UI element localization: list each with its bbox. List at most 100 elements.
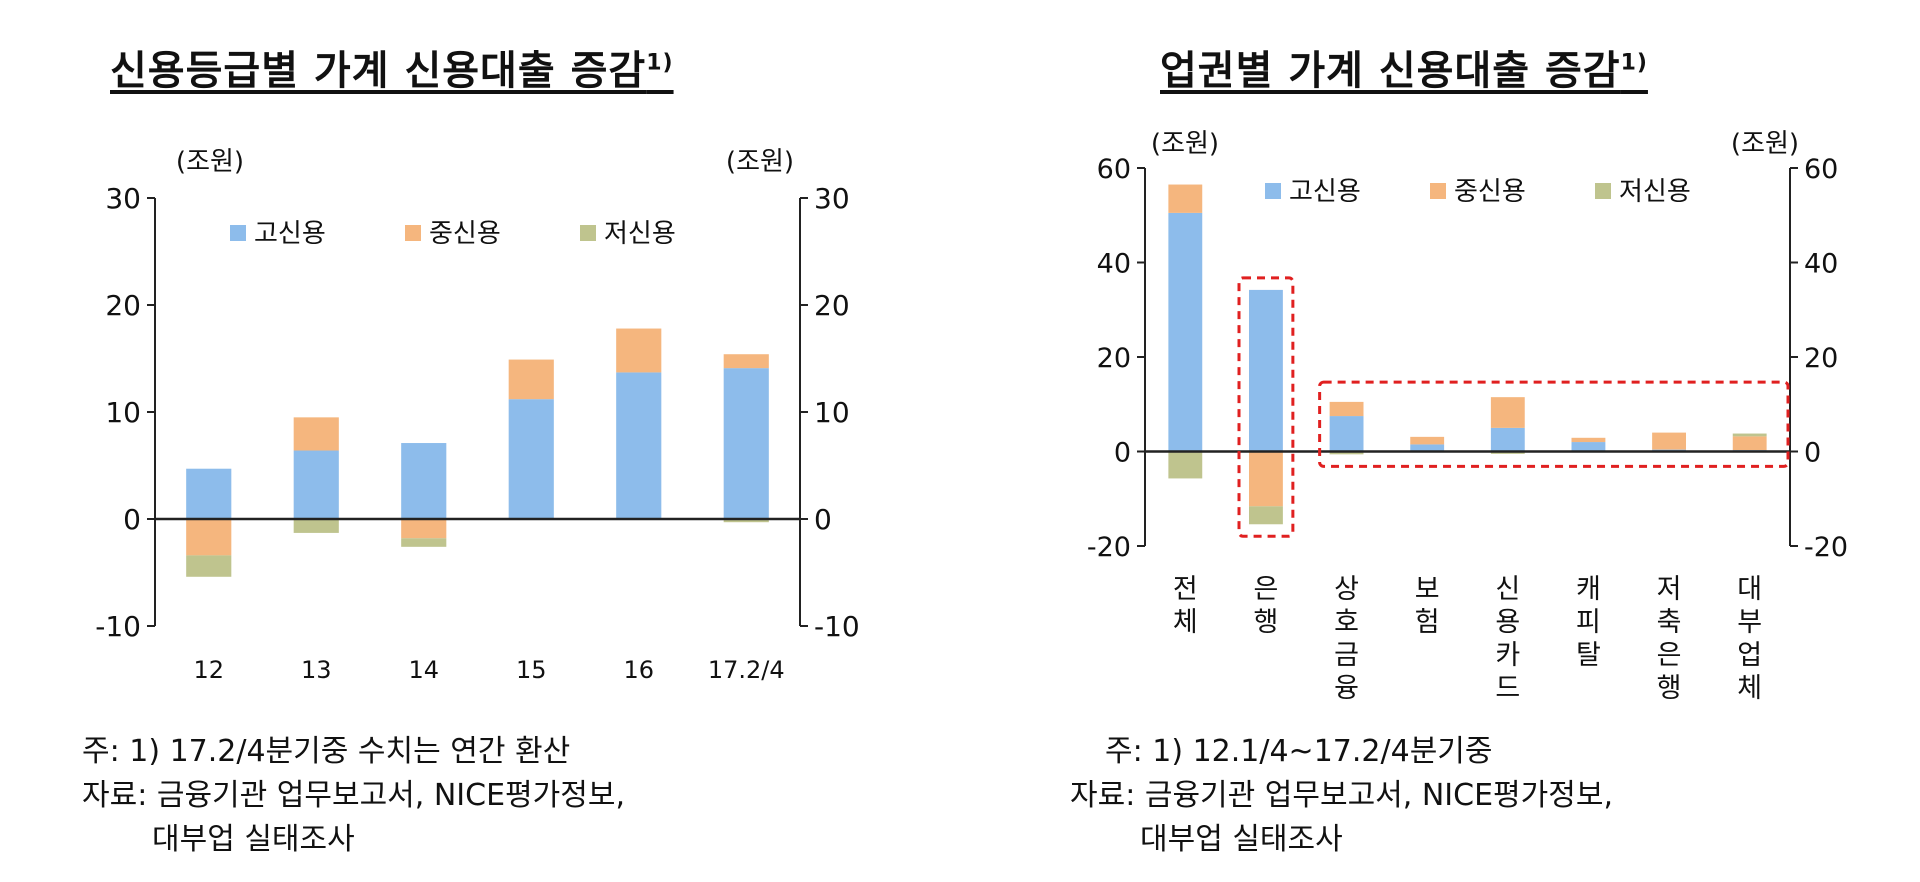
legend-swatch — [580, 225, 596, 241]
x-tick-label: 신 — [1495, 574, 1520, 605]
bar-segment — [508, 399, 554, 519]
x-tick-label: 피 — [1576, 607, 1601, 638]
x-tick-label: 보 — [1415, 574, 1440, 605]
legend-swatch — [1265, 183, 1281, 199]
y-unit-right: (조원) — [726, 147, 794, 177]
y-tick-label-right: 30 — [814, 182, 850, 215]
x-tick-label: 12 — [193, 656, 224, 684]
bar-segment — [401, 443, 447, 519]
credit-grade-chart-panel: 신용등급별 가계 신용대출 증감1) -10 -10 0 0 10 10 20 20 30 30 (… — [82, 48, 860, 857]
legend-swatch — [230, 225, 246, 241]
y-unit-left: (조원) — [176, 147, 244, 177]
x-tick-label: 전 — [1173, 574, 1198, 605]
y-tick-label-left: -10 — [95, 610, 141, 643]
bar-segment — [186, 519, 232, 556]
bar-segment — [1249, 506, 1283, 525]
legend-label: 고신용 — [1289, 177, 1361, 207]
x-tick-label: 17.2/4 — [708, 656, 785, 684]
bar-segment — [616, 372, 662, 519]
x-tick-label: 용 — [1495, 607, 1520, 638]
y-tick-label-right: 0 — [1804, 438, 1821, 469]
x-tick-label: 드 — [1495, 673, 1520, 704]
chart-title: 업권별 가계 신용대출 증감1) — [1160, 48, 1648, 94]
y-tick-label-right: 10 — [814, 396, 850, 429]
bar-segment — [401, 538, 447, 547]
source-continued: 대부업 실태조사 — [152, 822, 355, 857]
x-tick-label: 험 — [1415, 607, 1440, 638]
bar-segment — [1410, 444, 1445, 452]
x-tick-label: 카 — [1495, 640, 1520, 671]
legend-label: 저신용 — [604, 219, 676, 249]
y-tick-label-right: 20 — [1804, 343, 1838, 374]
y-tick-label-right: -10 — [814, 610, 860, 643]
bar-segment — [1410, 436, 1445, 445]
legend-label: 저신용 — [1619, 177, 1691, 207]
bar-segment — [1490, 397, 1525, 428]
bar-segment — [723, 519, 769, 523]
bar-segment — [1249, 451, 1283, 507]
y-tick-label-right: 20 — [814, 289, 850, 322]
bar-segment — [1490, 427, 1525, 452]
highlight-box — [1318, 380, 1790, 468]
bar-segment — [1168, 212, 1203, 452]
legend-label: 중신용 — [429, 219, 501, 249]
x-tick-label: 은 — [1657, 640, 1682, 671]
bar-segment — [186, 555, 232, 577]
y-unit-right: (조원) — [1731, 129, 1799, 159]
bar-segment — [1168, 451, 1203, 479]
bar-segment — [1329, 401, 1364, 417]
bar-segment — [401, 519, 447, 539]
y-tick-label-right: -20 — [1804, 532, 1848, 563]
source: 자료: 금융기관 업무보고서, NICE평가정보, — [82, 778, 625, 813]
bar-segment — [723, 368, 769, 519]
x-tick-label: 15 — [516, 656, 547, 684]
credit-grade-chart: -10 -10 0 0 10 10 20 20 30 30 (조원) (조원) 12 13 14 15 16 17… — [95, 147, 860, 684]
bar-segment — [186, 468, 232, 519]
y-tick-label-left: 30 — [105, 182, 141, 215]
bar-segment — [616, 328, 662, 373]
bar-segment — [293, 450, 339, 519]
x-tick-label: 14 — [408, 656, 439, 684]
bar-segment — [1329, 416, 1364, 452]
footnote: 주: 1) 12.1/4~17.2/4분기중 — [1105, 734, 1493, 769]
x-tick-label: 축 — [1657, 607, 1682, 638]
bar-segment — [293, 417, 339, 451]
y-tick-label-left: 0 — [123, 503, 141, 536]
chart-title: 신용등급별 가계 신용대출 증감1) — [110, 48, 674, 94]
bar-segment — [1571, 437, 1606, 443]
legend-swatch — [1430, 183, 1446, 199]
y-unit-left: (조원) — [1151, 129, 1219, 159]
x-tick-label: 융 — [1334, 673, 1359, 704]
bar-segment — [1732, 433, 1767, 437]
x-tick-label: 대 — [1737, 574, 1762, 605]
x-tick-label: 상 — [1334, 574, 1359, 605]
y-tick-label-left: 20 — [105, 289, 141, 322]
source: 자료: 금융기관 업무보고서, NICE평가정보, — [1070, 778, 1613, 813]
y-tick-label-left: -20 — [1087, 532, 1131, 563]
sector-chart-panel: 업권별 가계 신용대출 증감1) -20 -20 0 0 20 20 40 40 60 60 (조원… — [960, 0, 1920, 882]
x-tick-label: 은 — [1254, 574, 1279, 605]
bar-segment — [1329, 451, 1364, 455]
y-tick-label-left: 0 — [1114, 438, 1131, 469]
source-continued: 대부업 실태조사 — [1140, 822, 1343, 857]
x-tick-label: 탈 — [1576, 640, 1601, 671]
x-tick-label: 체 — [1173, 607, 1198, 638]
x-tick-label: 체 — [1737, 673, 1762, 704]
x-tick-label: 13 — [301, 656, 332, 684]
bar-segment — [1571, 442, 1606, 452]
bar-segment — [1652, 432, 1686, 450]
x-tick-label: 16 — [623, 656, 654, 684]
y-tick-label-left: 60 — [1097, 154, 1131, 185]
x-tick-label: 부 — [1737, 607, 1762, 638]
bar-segment — [1249, 289, 1283, 452]
y-tick-label-left: 10 — [105, 396, 141, 429]
y-tick-label-right: 0 — [814, 503, 832, 536]
x-tick-label: 업 — [1737, 640, 1762, 671]
bar-segment — [508, 359, 554, 400]
bar-segment — [1168, 184, 1203, 213]
legend-swatch — [405, 225, 421, 241]
x-tick-label: 호 — [1334, 607, 1359, 638]
x-tick-label: 금 — [1334, 640, 1359, 671]
bar-segment — [723, 354, 769, 369]
